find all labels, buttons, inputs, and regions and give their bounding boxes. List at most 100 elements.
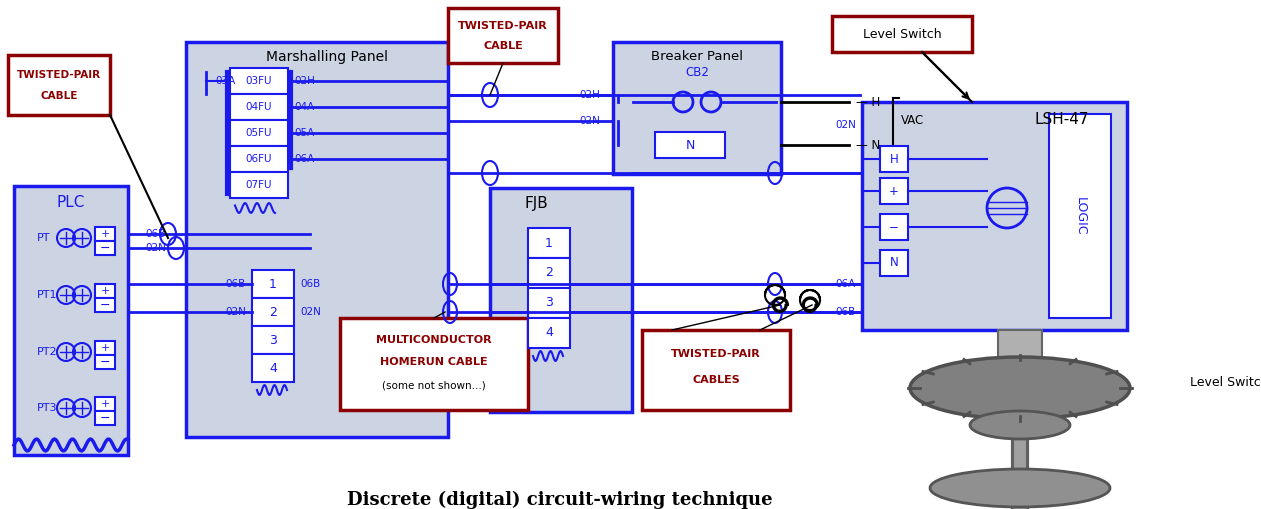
Text: 02H: 02H (294, 76, 315, 86)
Text: 02N: 02N (300, 307, 320, 317)
Text: TWISTED-PAIR: TWISTED-PAIR (671, 349, 760, 359)
Bar (95, 411, 115, 425)
Bar (528, 288, 570, 318)
Text: — H: — H (856, 96, 880, 108)
Text: 05A: 05A (294, 128, 314, 138)
Text: PT: PT (37, 233, 50, 243)
Text: LOGIC: LOGIC (1073, 197, 1087, 235)
Text: TWISTED-PAIR: TWISTED-PAIR (458, 21, 547, 31)
Bar (230, 68, 288, 94)
Text: MULTICONDUCTOR: MULTICONDUCTOR (376, 335, 492, 345)
Bar (95, 284, 115, 298)
Text: VAC: VAC (902, 114, 924, 127)
Bar (95, 355, 115, 369)
Text: 06B: 06B (226, 279, 246, 289)
Text: +: + (101, 229, 110, 239)
Bar (14, 186, 129, 455)
Text: CB2: CB2 (685, 66, 709, 78)
Bar (1013, 388, 1026, 488)
Bar (230, 172, 288, 198)
Text: −: − (100, 298, 110, 312)
Text: 06B: 06B (300, 279, 320, 289)
Bar (1005, 385, 1035, 410)
Text: 04FU: 04FU (246, 102, 272, 112)
Text: −: − (100, 355, 110, 369)
Text: 06A: 06A (294, 154, 314, 164)
Bar (997, 330, 1042, 385)
Text: 2: 2 (269, 305, 277, 319)
Bar (613, 42, 781, 174)
Bar (95, 241, 115, 255)
Text: FJB: FJB (525, 195, 549, 211)
Text: CABLE: CABLE (40, 91, 78, 101)
Text: CABLE: CABLE (483, 41, 523, 51)
Text: +: + (101, 286, 110, 296)
Text: (some not shown...): (some not shown...) (382, 381, 485, 391)
Text: 03A: 03A (216, 76, 236, 86)
Bar (880, 250, 908, 276)
Text: — N: — N (856, 138, 880, 152)
Text: PT2: PT2 (37, 347, 58, 357)
Text: 02N: 02N (579, 116, 600, 126)
Bar (832, 16, 972, 52)
Bar (95, 298, 115, 312)
Ellipse shape (970, 411, 1071, 439)
Text: 06B: 06B (836, 307, 856, 317)
Bar (252, 270, 294, 298)
Bar (880, 214, 908, 240)
Ellipse shape (931, 469, 1110, 507)
Text: −: − (100, 241, 110, 254)
Text: N: N (685, 138, 695, 152)
Text: −: − (100, 411, 110, 425)
Bar (642, 330, 789, 410)
Text: +: + (889, 184, 899, 197)
Text: CABLES: CABLES (692, 375, 740, 385)
Text: N: N (889, 257, 898, 269)
Text: 3: 3 (269, 333, 277, 347)
Text: 07FU: 07FU (246, 180, 272, 190)
Bar (252, 326, 294, 354)
Bar (340, 318, 528, 410)
Bar (1013, 410, 1028, 490)
Text: Marshalling Panel: Marshalling Panel (266, 50, 388, 64)
Text: 05FU: 05FU (246, 128, 272, 138)
Text: 06A: 06A (836, 279, 856, 289)
Bar (8, 55, 110, 115)
Text: 02H: 02H (579, 90, 600, 100)
Bar (448, 8, 559, 63)
Bar (230, 120, 288, 146)
Text: 04A: 04A (294, 102, 314, 112)
Text: +: + (101, 343, 110, 353)
Bar (528, 258, 570, 288)
Text: 03FU: 03FU (246, 76, 272, 86)
Ellipse shape (910, 357, 1130, 419)
Bar (252, 298, 294, 326)
Text: 02N: 02N (145, 243, 166, 253)
Text: Discrete (digital) circuit-wiring technique: Discrete (digital) circuit-wiring techni… (347, 491, 773, 509)
Bar (654, 132, 725, 158)
Bar (528, 318, 570, 348)
Text: 06FU: 06FU (246, 154, 272, 164)
Bar (863, 102, 1127, 330)
Text: Level Switch: Level Switch (863, 27, 941, 41)
Bar (95, 341, 115, 355)
Text: PT3: PT3 (37, 403, 58, 413)
Bar (187, 42, 448, 437)
Text: 1: 1 (545, 237, 552, 249)
Bar (230, 94, 288, 120)
Text: LSH-47: LSH-47 (1035, 111, 1090, 127)
Text: 02N: 02N (226, 307, 246, 317)
Text: TWISTED-PAIR: TWISTED-PAIR (16, 70, 101, 80)
Bar (230, 146, 288, 172)
Bar (1049, 114, 1111, 318)
Bar (252, 354, 294, 382)
Text: +: + (101, 399, 110, 409)
Bar (528, 228, 570, 258)
Text: 2: 2 (545, 267, 552, 279)
Bar (1013, 425, 1028, 509)
Text: Level Switch: Level Switch (1190, 377, 1261, 389)
Text: PLC: PLC (57, 194, 86, 210)
Text: H: H (889, 153, 898, 165)
Text: 3: 3 (545, 297, 552, 309)
Text: 4: 4 (545, 326, 552, 340)
